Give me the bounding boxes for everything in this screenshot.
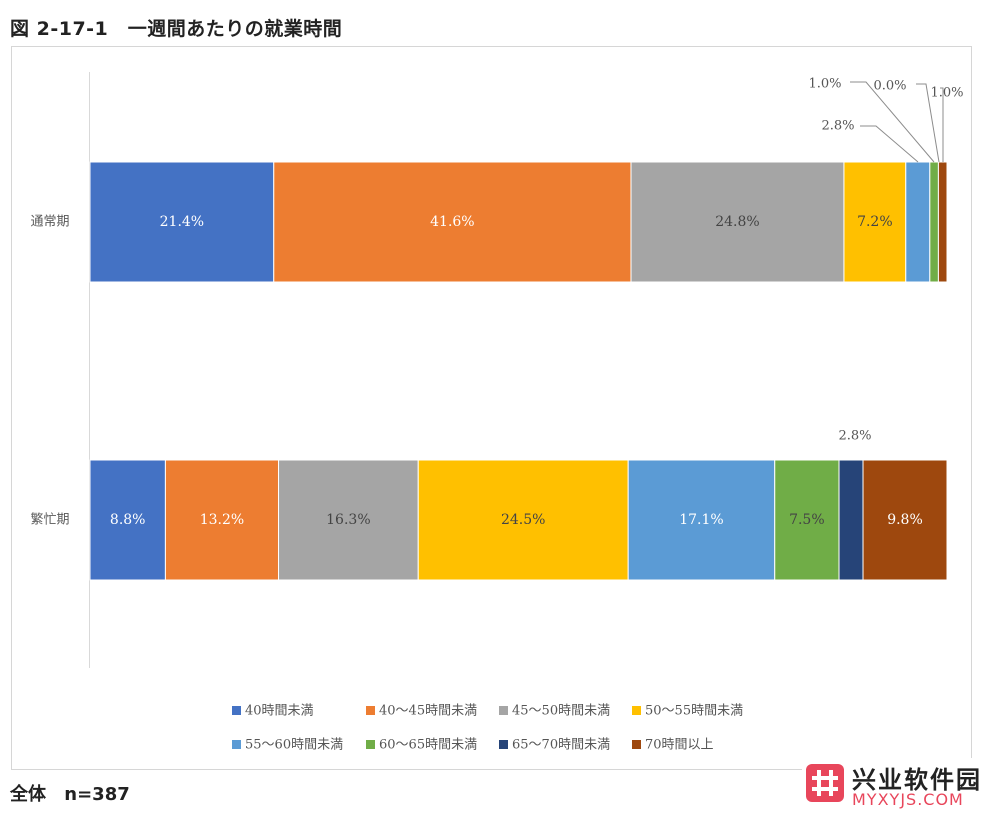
legend-swatch <box>632 706 641 715</box>
bar-segment <box>273 161 632 283</box>
data-label: 2.8% <box>838 429 871 444</box>
data-label: 1.0% <box>930 86 963 101</box>
watermark-logo: 兴业软件园 MYXYJS.COM <box>802 758 1002 816</box>
legend-label: 60～65時間未満 <box>379 738 477 753</box>
legend-item: 45～50時間未満 <box>499 704 610 719</box>
legend-item: 55～60時間未満 <box>232 738 343 753</box>
hash-icon <box>806 764 844 802</box>
category-label: 繁忙期 <box>30 512 69 528</box>
legend-swatch <box>499 706 508 715</box>
data-label: 13.2% <box>200 512 244 528</box>
data-label: 2.8% <box>821 119 854 134</box>
legend-swatch <box>632 740 641 749</box>
footnote-label: 全体 <box>10 784 46 805</box>
leader-line <box>940 87 944 162</box>
legend-label: 55～60時間未満 <box>245 738 343 753</box>
footnote: 全体 n=387 <box>10 780 130 806</box>
legend-item: 60～65時間未満 <box>366 738 477 753</box>
legend-swatch <box>232 740 241 749</box>
data-label: 7.5% <box>789 512 825 528</box>
data-label: 7.2% <box>857 214 893 230</box>
legend-swatch <box>366 706 375 715</box>
legend-item: 40～45時間未満 <box>366 704 477 719</box>
bar-segment <box>89 459 166 581</box>
data-label: 8.8% <box>110 512 146 528</box>
legend-label: 65～70時間未満 <box>512 738 610 753</box>
bar-segment <box>905 161 931 283</box>
legend-swatch <box>232 706 241 715</box>
bar-segment <box>630 161 845 283</box>
data-label: 1.0% <box>808 77 841 92</box>
watermark-name: 兴业软件园 <box>852 766 982 794</box>
watermark-url: MYXYJS.COM <box>852 790 964 809</box>
leader-line <box>860 125 919 163</box>
legend-label: 50～55時間未満 <box>645 704 743 719</box>
bar-segment <box>164 459 280 581</box>
legend-swatch <box>366 740 375 749</box>
legend-item: 50～55時間未満 <box>632 704 743 719</box>
legend-item: 40時間未満 <box>232 704 314 719</box>
chart-frame <box>11 46 972 770</box>
bar-segment <box>89 161 275 283</box>
data-label: 0.0% <box>873 79 906 94</box>
legend-label: 45～50時間未満 <box>512 704 610 719</box>
category-label: 通常期 <box>30 215 69 230</box>
bar-segment <box>627 459 776 581</box>
data-label: 9.8% <box>887 512 923 528</box>
footnote-sample-size: n=387 <box>64 784 130 805</box>
bar-segment <box>278 459 419 581</box>
bar-segment <box>862 459 948 581</box>
legend-item: 65～70時間未満 <box>499 738 610 753</box>
legend-label: 40時間未満 <box>245 704 314 719</box>
bar-segment <box>929 161 939 283</box>
legend-label: 70時間以上 <box>645 738 714 753</box>
leader-line <box>916 83 940 163</box>
legend-label: 40～45時間未満 <box>379 704 477 719</box>
bar-segment <box>838 459 864 581</box>
bar-segment <box>843 161 907 283</box>
bar-segment <box>774 459 840 581</box>
data-label: 16.3% <box>326 512 370 528</box>
data-label: 21.4% <box>160 214 204 230</box>
legend-swatch <box>499 740 508 749</box>
data-label: 24.8% <box>715 214 759 230</box>
bar-segment <box>937 161 948 283</box>
data-label: 17.1% <box>679 512 723 528</box>
figure-title: 図 2-17-1 一週間あたりの就業時間 <box>10 18 343 40</box>
legend-item: 70時間以上 <box>632 738 714 753</box>
leader-line <box>850 81 935 163</box>
data-label: 24.5% <box>501 512 545 528</box>
data-label: 41.6% <box>430 214 474 230</box>
